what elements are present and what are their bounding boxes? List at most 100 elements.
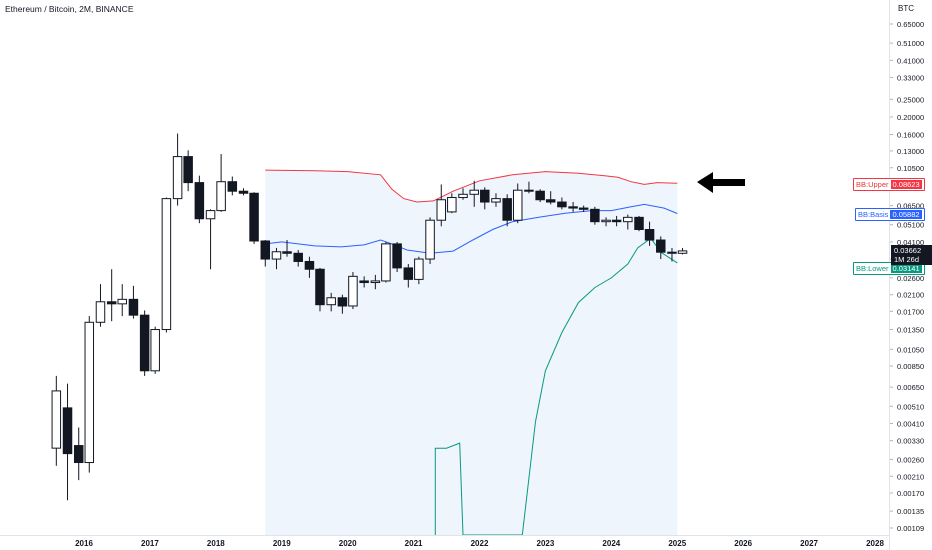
time-axis-border xyxy=(0,535,889,536)
candle[interactable] xyxy=(644,221,655,246)
candle[interactable] xyxy=(623,214,633,230)
candle[interactable] xyxy=(458,188,468,200)
candle[interactable] xyxy=(150,326,160,374)
candle[interactable] xyxy=(304,256,315,278)
y-tick-label: 0.02100 xyxy=(897,291,924,300)
y-tick-label: 0.02600 xyxy=(897,274,924,283)
candle-body-down xyxy=(392,243,402,269)
candle[interactable] xyxy=(194,175,205,224)
chart-title: Ethereum / Bitcoin, 2M, BINANCE xyxy=(5,4,134,14)
candle[interactable] xyxy=(117,284,127,317)
x-tick-label: 2022 xyxy=(471,539,489,548)
y-tick-label: 0.00410 xyxy=(897,420,924,429)
bb-lower-line xyxy=(434,237,678,536)
candle[interactable] xyxy=(95,284,106,327)
y-tick-label: 0.00510 xyxy=(897,402,924,411)
candle-body-up xyxy=(205,210,216,220)
candle-body-down xyxy=(194,182,205,220)
candle-body-down xyxy=(656,239,666,253)
candle-body-up xyxy=(348,275,358,307)
candle[interactable] xyxy=(249,192,259,244)
candle-body-up xyxy=(271,251,282,260)
x-tick-label: 2016 xyxy=(75,539,93,548)
candle-body-down xyxy=(139,314,150,372)
candle-body-up xyxy=(601,219,611,223)
candles[interactable] xyxy=(51,133,688,501)
candle[interactable] xyxy=(282,240,292,257)
candle[interactable] xyxy=(535,189,545,203)
candle[interactable] xyxy=(62,383,73,501)
candle[interactable] xyxy=(161,197,172,333)
candle[interactable] xyxy=(348,272,358,310)
bb-basis-label: BB:Basis xyxy=(858,210,889,219)
candle[interactable] xyxy=(578,205,589,212)
candle[interactable] xyxy=(634,215,644,232)
candle[interactable] xyxy=(128,285,139,319)
y-tick-label: 0.25000 xyxy=(897,95,924,104)
candle[interactable] xyxy=(51,375,62,466)
candle[interactable] xyxy=(436,184,447,227)
candle[interactable] xyxy=(469,180,479,207)
candle[interactable] xyxy=(414,256,424,285)
candle-body-up xyxy=(150,329,160,372)
candle[interactable] xyxy=(315,267,325,312)
candle[interactable] xyxy=(403,263,414,288)
candle[interactable] xyxy=(491,193,501,207)
candle-body-down xyxy=(106,301,117,305)
candle[interactable] xyxy=(271,247,282,270)
candle[interactable] xyxy=(73,427,84,481)
candle[interactable] xyxy=(512,183,523,224)
candle[interactable] xyxy=(656,236,666,260)
candle[interactable] xyxy=(447,193,457,214)
candle[interactable] xyxy=(677,247,688,255)
candle[interactable] xyxy=(337,294,348,314)
candle-body-up xyxy=(381,243,391,282)
candle[interactable] xyxy=(106,269,117,322)
candle-body-down xyxy=(590,208,600,223)
candle[interactable] xyxy=(502,194,512,227)
candle-body-up xyxy=(326,297,336,306)
candle[interactable] xyxy=(545,191,556,205)
candle[interactable] xyxy=(667,247,677,262)
x-axis-ticks: 2016 2017 2018 2019 2020 2021 2022 2023 2024 2025… xyxy=(75,539,884,548)
x-tick-label: 2021 xyxy=(405,539,423,548)
candle[interactable] xyxy=(524,181,534,194)
candle[interactable] xyxy=(326,292,336,312)
candle[interactable] xyxy=(238,188,249,196)
candle-body-up xyxy=(491,198,501,203)
candle-body-down xyxy=(249,192,259,242)
candle-body-up xyxy=(117,298,127,305)
candle[interactable] xyxy=(172,133,183,206)
candle[interactable] xyxy=(381,241,391,283)
bb-upper-label: BB:Upper xyxy=(856,180,889,189)
candle[interactable] xyxy=(139,310,150,376)
candle[interactable] xyxy=(216,154,226,212)
candle-body-up xyxy=(51,390,62,449)
candle[interactable] xyxy=(183,150,193,192)
candle[interactable] xyxy=(480,187,490,210)
candle[interactable] xyxy=(568,202,578,212)
y-tick-label: 0.00170 xyxy=(897,489,924,498)
candle[interactable] xyxy=(370,274,381,290)
candle[interactable] xyxy=(84,316,95,473)
candle[interactable] xyxy=(205,209,216,270)
candle[interactable] xyxy=(293,250,303,267)
candle[interactable] xyxy=(227,176,238,196)
candle-body-down xyxy=(227,181,238,192)
left-arrow-icon xyxy=(697,172,745,193)
candle[interactable] xyxy=(359,276,369,288)
candle[interactable] xyxy=(601,217,611,227)
candle-body-down xyxy=(557,201,567,208)
candle-body-down xyxy=(359,280,369,284)
candle[interactable] xyxy=(425,217,435,264)
bb-basis-value: 0.05882 xyxy=(890,210,922,219)
candle[interactable] xyxy=(260,240,271,267)
candle[interactable] xyxy=(611,215,622,227)
candle[interactable] xyxy=(557,197,567,210)
candle[interactable] xyxy=(590,206,600,225)
candle-body-down xyxy=(634,216,644,231)
candle-body-down xyxy=(403,267,414,280)
candle[interactable] xyxy=(392,241,402,273)
